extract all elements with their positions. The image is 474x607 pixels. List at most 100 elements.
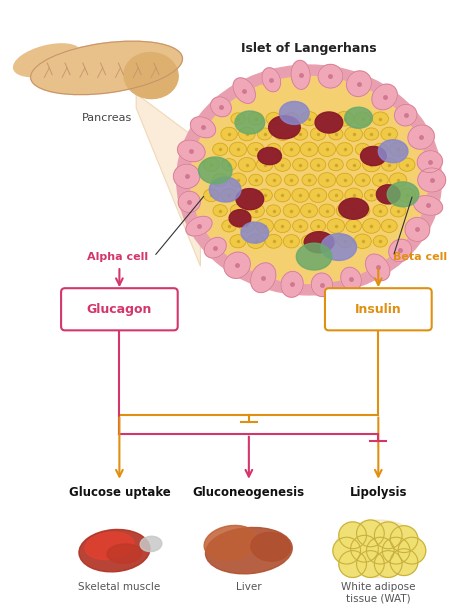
Ellipse shape <box>206 527 292 574</box>
Ellipse shape <box>319 112 335 125</box>
Ellipse shape <box>310 220 326 232</box>
Ellipse shape <box>247 143 264 156</box>
Ellipse shape <box>191 117 216 138</box>
Ellipse shape <box>213 143 228 155</box>
Ellipse shape <box>354 234 371 248</box>
Ellipse shape <box>293 128 308 140</box>
Ellipse shape <box>191 76 428 283</box>
Circle shape <box>374 551 402 577</box>
Ellipse shape <box>345 188 363 203</box>
Ellipse shape <box>391 205 406 217</box>
Ellipse shape <box>302 174 316 186</box>
Ellipse shape <box>361 146 386 166</box>
Ellipse shape <box>241 222 269 243</box>
Ellipse shape <box>381 219 397 232</box>
Ellipse shape <box>337 235 353 248</box>
Ellipse shape <box>337 173 353 187</box>
Ellipse shape <box>284 174 298 186</box>
Text: Alpha cell: Alpha cell <box>87 251 148 262</box>
Ellipse shape <box>274 158 291 171</box>
Circle shape <box>333 537 361 564</box>
Circle shape <box>382 537 410 564</box>
Ellipse shape <box>408 125 434 149</box>
Ellipse shape <box>389 142 407 157</box>
Ellipse shape <box>373 236 387 247</box>
Ellipse shape <box>373 205 388 217</box>
Ellipse shape <box>257 128 272 140</box>
Ellipse shape <box>382 158 397 171</box>
Ellipse shape <box>204 526 258 560</box>
Ellipse shape <box>414 195 443 215</box>
Ellipse shape <box>339 198 368 219</box>
Ellipse shape <box>256 219 273 233</box>
Ellipse shape <box>274 189 291 202</box>
Ellipse shape <box>292 188 309 202</box>
Ellipse shape <box>221 127 237 141</box>
Ellipse shape <box>204 189 219 202</box>
Ellipse shape <box>238 157 255 172</box>
Circle shape <box>356 551 384 577</box>
Ellipse shape <box>230 235 246 248</box>
Ellipse shape <box>337 204 353 217</box>
Ellipse shape <box>213 174 228 186</box>
Ellipse shape <box>363 158 380 172</box>
Ellipse shape <box>247 234 264 248</box>
Circle shape <box>390 526 418 552</box>
Ellipse shape <box>177 65 442 295</box>
Ellipse shape <box>418 168 446 192</box>
Ellipse shape <box>256 158 273 171</box>
Ellipse shape <box>269 116 300 139</box>
Ellipse shape <box>399 188 416 202</box>
Ellipse shape <box>247 203 264 218</box>
Ellipse shape <box>321 234 356 260</box>
Ellipse shape <box>372 112 388 126</box>
Ellipse shape <box>284 113 299 124</box>
Ellipse shape <box>173 164 200 188</box>
Circle shape <box>356 520 384 547</box>
Ellipse shape <box>355 205 370 217</box>
Circle shape <box>398 537 426 564</box>
Ellipse shape <box>291 60 310 89</box>
Ellipse shape <box>280 101 309 124</box>
Ellipse shape <box>318 234 336 248</box>
Ellipse shape <box>311 273 333 296</box>
Ellipse shape <box>281 271 303 297</box>
Ellipse shape <box>315 112 343 133</box>
Ellipse shape <box>79 529 150 572</box>
Ellipse shape <box>199 157 232 184</box>
Ellipse shape <box>355 174 370 186</box>
Ellipse shape <box>229 209 251 227</box>
Ellipse shape <box>236 189 264 209</box>
Ellipse shape <box>346 71 372 97</box>
Ellipse shape <box>239 220 255 232</box>
Ellipse shape <box>85 532 134 560</box>
Ellipse shape <box>230 204 246 217</box>
Ellipse shape <box>266 143 281 155</box>
Ellipse shape <box>387 182 419 207</box>
Ellipse shape <box>373 174 388 186</box>
Ellipse shape <box>301 112 318 126</box>
Ellipse shape <box>204 237 226 258</box>
FancyBboxPatch shape <box>325 288 432 330</box>
Ellipse shape <box>178 140 205 162</box>
Ellipse shape <box>373 143 388 155</box>
Ellipse shape <box>378 140 408 163</box>
Ellipse shape <box>222 220 237 232</box>
FancyBboxPatch shape <box>61 288 178 330</box>
Ellipse shape <box>274 127 290 140</box>
Ellipse shape <box>376 185 400 204</box>
Ellipse shape <box>327 219 345 233</box>
Ellipse shape <box>249 174 263 186</box>
Ellipse shape <box>341 267 361 291</box>
Ellipse shape <box>257 189 272 202</box>
Ellipse shape <box>224 252 250 279</box>
Ellipse shape <box>221 189 237 202</box>
Ellipse shape <box>283 142 300 157</box>
Ellipse shape <box>266 205 281 216</box>
Ellipse shape <box>301 142 318 157</box>
Ellipse shape <box>318 173 336 187</box>
Ellipse shape <box>266 174 281 186</box>
Ellipse shape <box>381 127 397 141</box>
Text: Gluconeogenesis: Gluconeogenesis <box>193 486 305 500</box>
Ellipse shape <box>274 219 291 232</box>
